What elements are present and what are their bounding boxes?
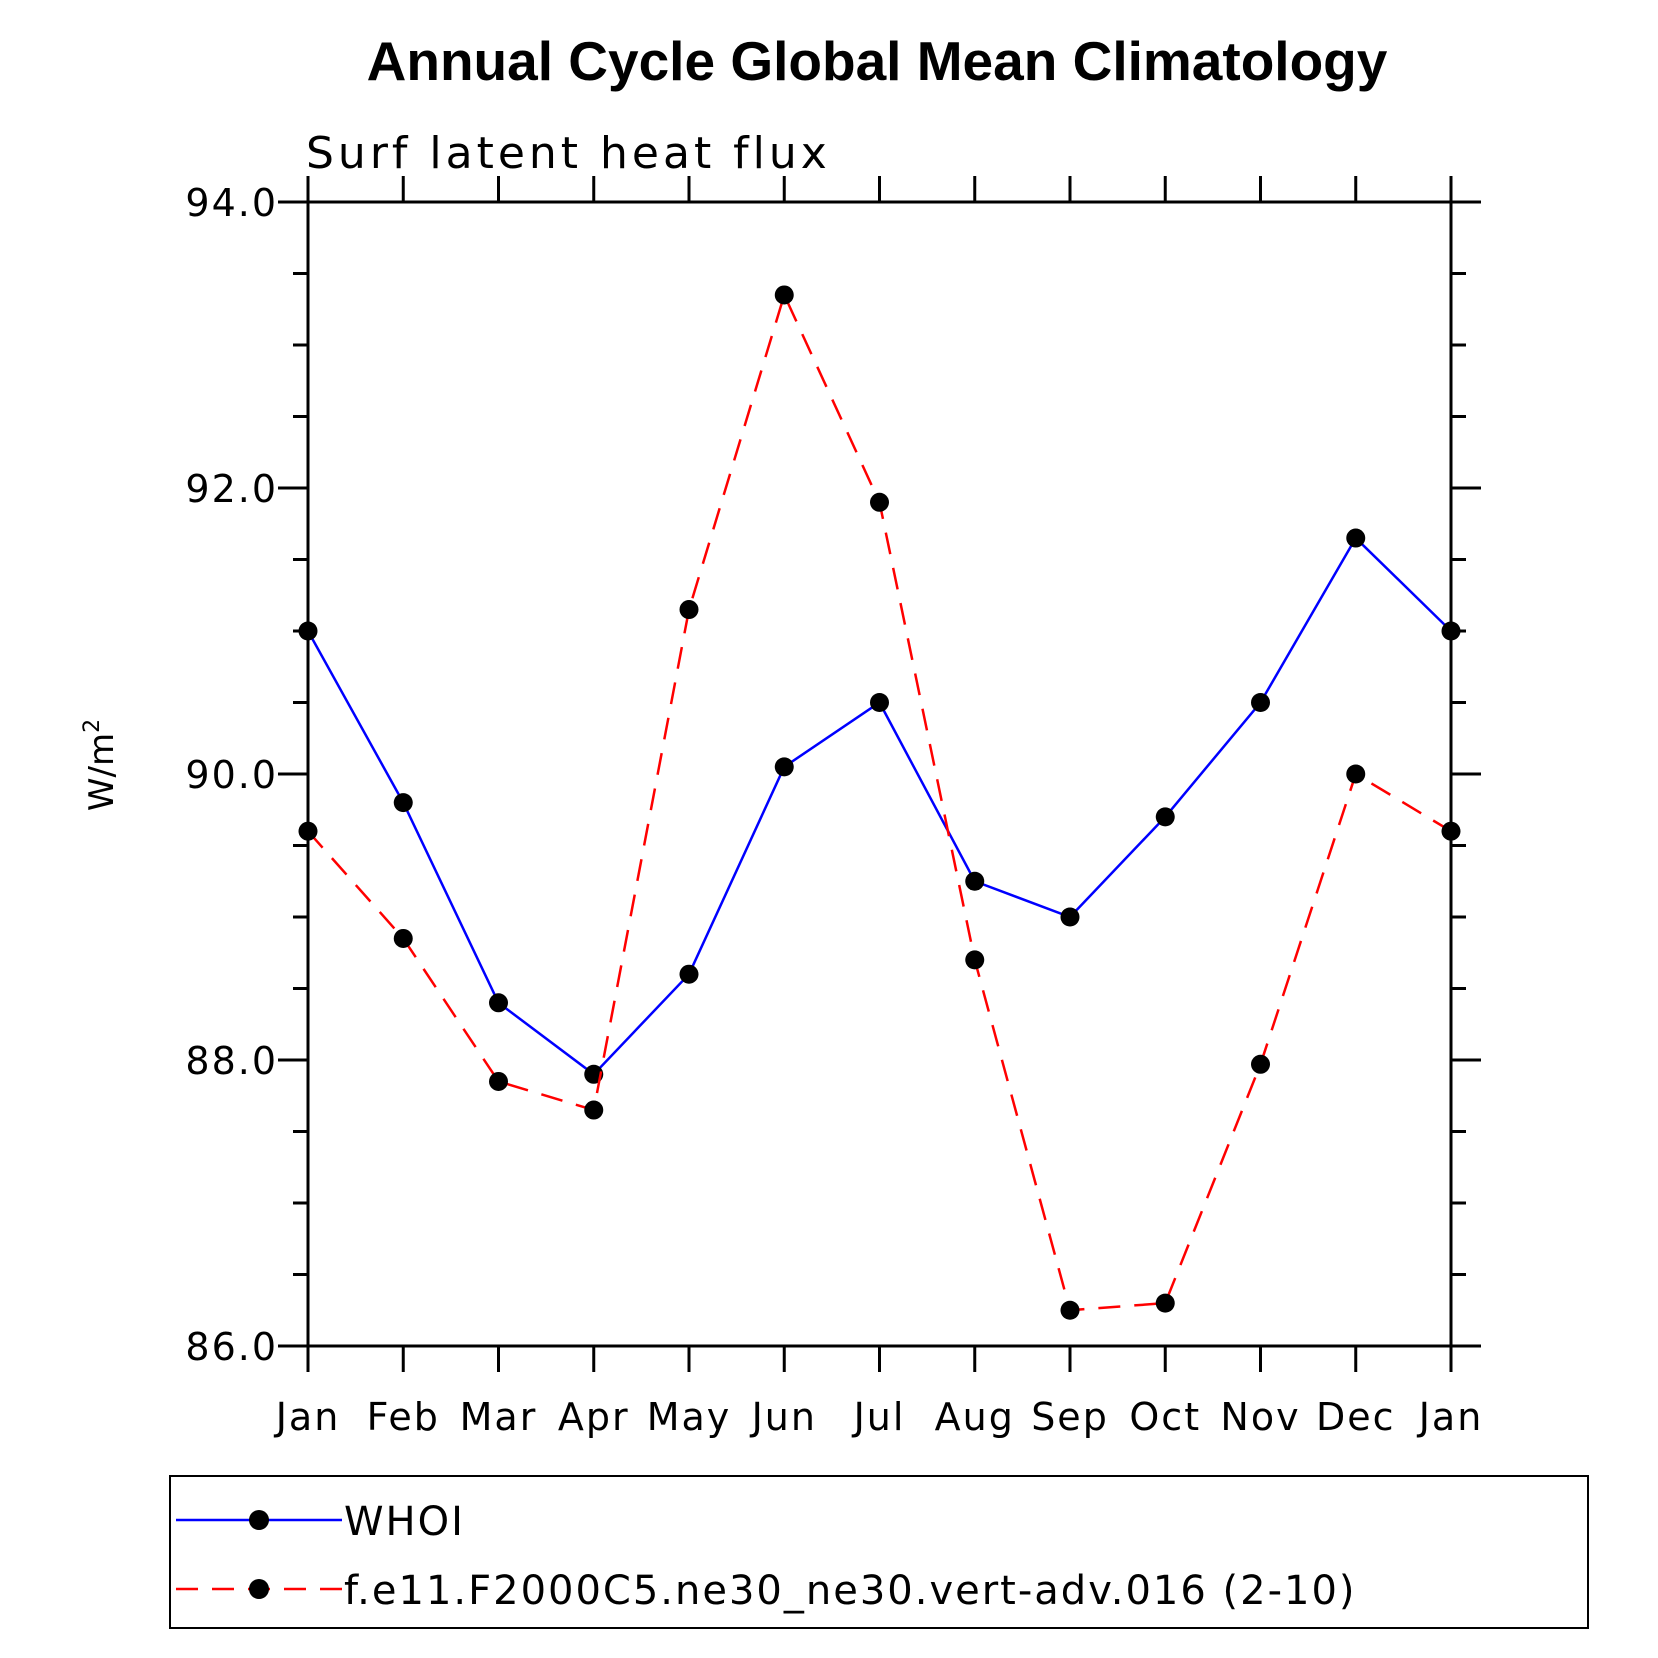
series-1-point (1346, 764, 1366, 784)
legend-marker-whoi (249, 1510, 269, 1530)
series-0-point (1251, 693, 1270, 712)
x-tick-label: Nov (1220, 1395, 1300, 1439)
x-tick-label: Jul (852, 1395, 906, 1439)
legend-label-model: f.e11.F2000C5.ne30_ne30.vert-adv.016 (2-… (344, 1568, 1357, 1614)
series-1-point (1060, 1300, 1080, 1320)
series-0-point (965, 871, 985, 891)
series-1-point (1251, 1054, 1270, 1074)
series-line-1 (307, 291, 1452, 1312)
x-tick-label: Jun (750, 1395, 817, 1439)
legend-box (169, 1475, 1589, 1629)
series-1-point (870, 492, 889, 512)
series-0-point (774, 757, 794, 777)
x-tick-label: Jan (274, 1395, 341, 1439)
series-group (298, 285, 1461, 1320)
x-tick-label: Oct (1129, 1395, 1201, 1439)
chart-subtitle: Surf latent heat flux (306, 128, 831, 179)
y-tick-label: 94.0 (185, 181, 278, 225)
series-0-point (1060, 907, 1080, 927)
y-tick-label: 88.0 (185, 1039, 278, 1083)
y-tick-label: 86.0 (185, 1325, 278, 1369)
y-axis-label-superscript: 2 (80, 719, 105, 733)
axis-ticks (278, 176, 1481, 1372)
y-tick-label: 90.0 (185, 753, 278, 797)
series-0-point (679, 964, 699, 984)
series-0-point (1155, 807, 1175, 827)
x-tick-label: Jan (1417, 1395, 1484, 1439)
x-tick-label: Feb (367, 1395, 440, 1439)
series-0-point (298, 621, 318, 641)
x-tick-label: Sep (1031, 1395, 1109, 1439)
series-1-point (489, 1071, 508, 1091)
series-0-point (1441, 621, 1461, 641)
x-tick-labels: Jan Feb Mar Apr May Jun Jul Aug Sep Oct Nov Dec Jan (274, 1395, 1484, 1439)
series-0-point (1346, 528, 1366, 548)
series-1-point (393, 928, 413, 948)
y-axis-label-text: W/m (82, 733, 122, 811)
series-0-point (489, 993, 508, 1013)
series-1-point (584, 1100, 604, 1120)
series-1-point (298, 821, 318, 841)
series-1-point (679, 600, 699, 620)
legend-marker-model (249, 1579, 269, 1599)
y-axis-label: W/m2 (80, 719, 122, 811)
series-0-point (870, 693, 889, 712)
x-tick-label: Apr (558, 1395, 630, 1439)
series-line-0 (306, 536, 1452, 1076)
x-tick-label: Aug (935, 1395, 1015, 1439)
series-1-point (1441, 821, 1461, 841)
x-tick-label: May (647, 1395, 732, 1439)
series-1-point (774, 285, 794, 305)
legend: WHOI f.e11.F2000C5.ne30_ne30.vert-adv.01… (169, 1475, 1589, 1629)
x-tick-label: Mar (460, 1395, 538, 1439)
x-tick-label: Dec (1316, 1395, 1396, 1439)
y-tick-label: 92.0 (185, 467, 278, 511)
chart-title: Annual Cycle Global Mean Climatology (367, 30, 1388, 92)
legend-label-whoi: WHOI (344, 1499, 465, 1545)
series-1-point (965, 950, 985, 970)
series-0-point (393, 793, 413, 813)
series-1-point (1155, 1293, 1175, 1313)
y-tick-labels: 86.0 88.0 90.0 92.0 94.0 (185, 181, 278, 1369)
svg-text:W/m2: W/m2 (80, 719, 122, 811)
plot-frame (306, 200, 1453, 1348)
